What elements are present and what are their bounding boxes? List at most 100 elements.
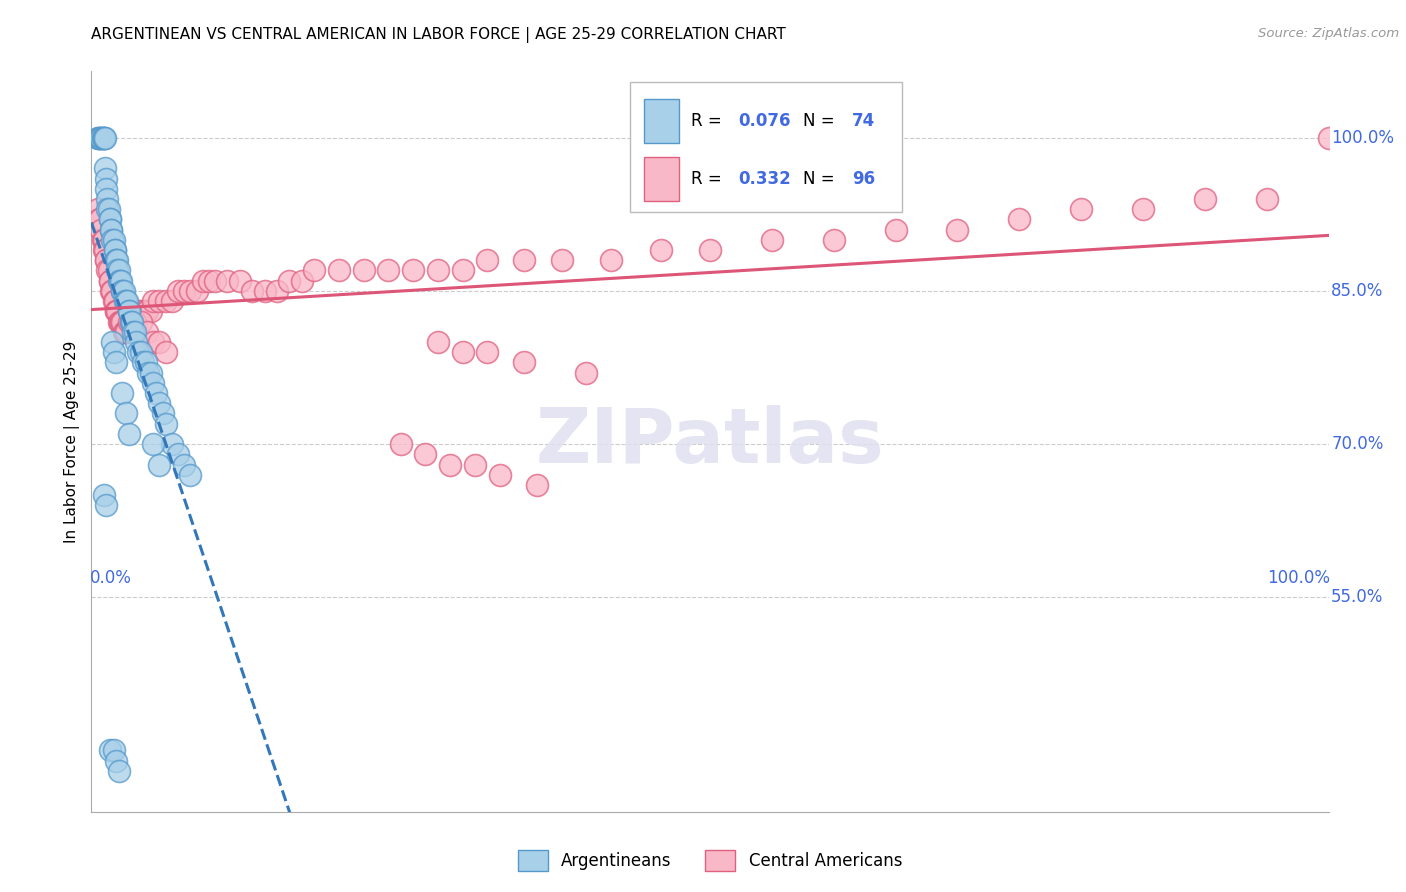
Text: 100.0%: 100.0%: [1331, 128, 1395, 147]
Point: [97, 263, 120, 277]
Point: [198, 274, 221, 288]
Bar: [644, 156, 679, 201]
Point: [117, 304, 139, 318]
Point: [105, 263, 128, 277]
Point: [121, 314, 143, 328]
Point: [377, 263, 399, 277]
Point: [89, 130, 111, 145]
Point: [167, 284, 190, 298]
Point: [160, 437, 183, 451]
Point: [124, 314, 146, 328]
Point: [93, 130, 115, 145]
Point: [105, 304, 128, 318]
Point: [105, 754, 128, 768]
Point: [110, 314, 132, 328]
Point: [110, 274, 132, 288]
Point: [650, 243, 672, 257]
Point: [112, 284, 135, 298]
Text: N =: N =: [803, 112, 839, 130]
Point: [139, 366, 162, 380]
Point: [173, 284, 195, 298]
Point: [389, 437, 412, 451]
Point: [105, 304, 128, 318]
Point: [139, 304, 162, 318]
Point: [100, 222, 122, 236]
Point: [426, 263, 449, 277]
Point: [1256, 192, 1278, 206]
Point: [439, 458, 461, 472]
Text: 0.076: 0.076: [738, 112, 792, 130]
Point: [103, 345, 125, 359]
Point: [302, 263, 325, 277]
Point: [105, 355, 128, 369]
Point: [129, 304, 152, 318]
Point: [402, 263, 425, 277]
Point: [114, 325, 136, 339]
Point: [86, 130, 108, 145]
Point: [415, 447, 437, 461]
Point: [464, 458, 486, 472]
Point: [526, 478, 548, 492]
Point: [98, 212, 121, 227]
Point: [699, 243, 721, 257]
Point: [152, 407, 174, 421]
Point: [253, 284, 276, 298]
Point: [96, 192, 118, 206]
Point: [94, 130, 117, 145]
Point: [134, 304, 156, 318]
Point: [107, 314, 129, 328]
Point: [1070, 202, 1092, 217]
Point: [103, 233, 125, 247]
Point: [148, 294, 170, 309]
Point: [946, 222, 969, 236]
Legend: Argentineans, Central Americans: Argentineans, Central Americans: [512, 844, 908, 878]
Point: [173, 458, 195, 472]
Text: 85.0%: 85.0%: [1331, 282, 1384, 300]
Point: [93, 233, 115, 247]
Point: [451, 263, 474, 277]
Text: ARGENTINEAN VS CENTRAL AMERICAN IN LABOR FORCE | AGE 25-29 CORRELATION CHART: ARGENTINEAN VS CENTRAL AMERICAN IN LABOR…: [91, 27, 786, 43]
Point: [104, 294, 127, 309]
Point: [1132, 202, 1154, 217]
Y-axis label: In Labor Force | Age 25-29: In Labor Force | Age 25-29: [65, 341, 80, 542]
FancyBboxPatch shape: [630, 82, 901, 212]
Point: [105, 304, 128, 318]
Point: [575, 366, 598, 380]
Point: [155, 345, 177, 359]
Point: [142, 376, 165, 390]
Point: [98, 274, 121, 288]
Point: [129, 345, 152, 359]
Point: [101, 233, 124, 247]
Point: [107, 263, 129, 277]
Point: [93, 243, 115, 257]
Point: [100, 222, 122, 236]
Point: [179, 284, 201, 298]
Point: [105, 253, 128, 268]
Point: [117, 426, 139, 441]
Point: [127, 304, 149, 318]
Point: [94, 161, 117, 176]
Text: 55.0%: 55.0%: [1331, 588, 1384, 607]
Point: [96, 202, 118, 217]
Point: [155, 417, 177, 431]
Point: [89, 130, 111, 145]
Text: 0.0%: 0.0%: [90, 569, 132, 587]
Point: [823, 233, 845, 247]
Point: [90, 222, 112, 236]
Point: [1008, 212, 1031, 227]
Point: [111, 284, 134, 298]
Point: [101, 334, 124, 349]
Point: [96, 499, 118, 513]
Point: [477, 253, 499, 268]
Point: [145, 386, 167, 401]
Point: [136, 304, 159, 318]
Point: [1194, 192, 1216, 206]
Point: [217, 274, 239, 288]
Point: [122, 325, 145, 339]
Point: [111, 386, 134, 401]
Point: [103, 294, 125, 309]
Point: [98, 274, 121, 288]
Point: [107, 274, 129, 288]
Point: [229, 274, 252, 288]
Point: [115, 294, 138, 309]
